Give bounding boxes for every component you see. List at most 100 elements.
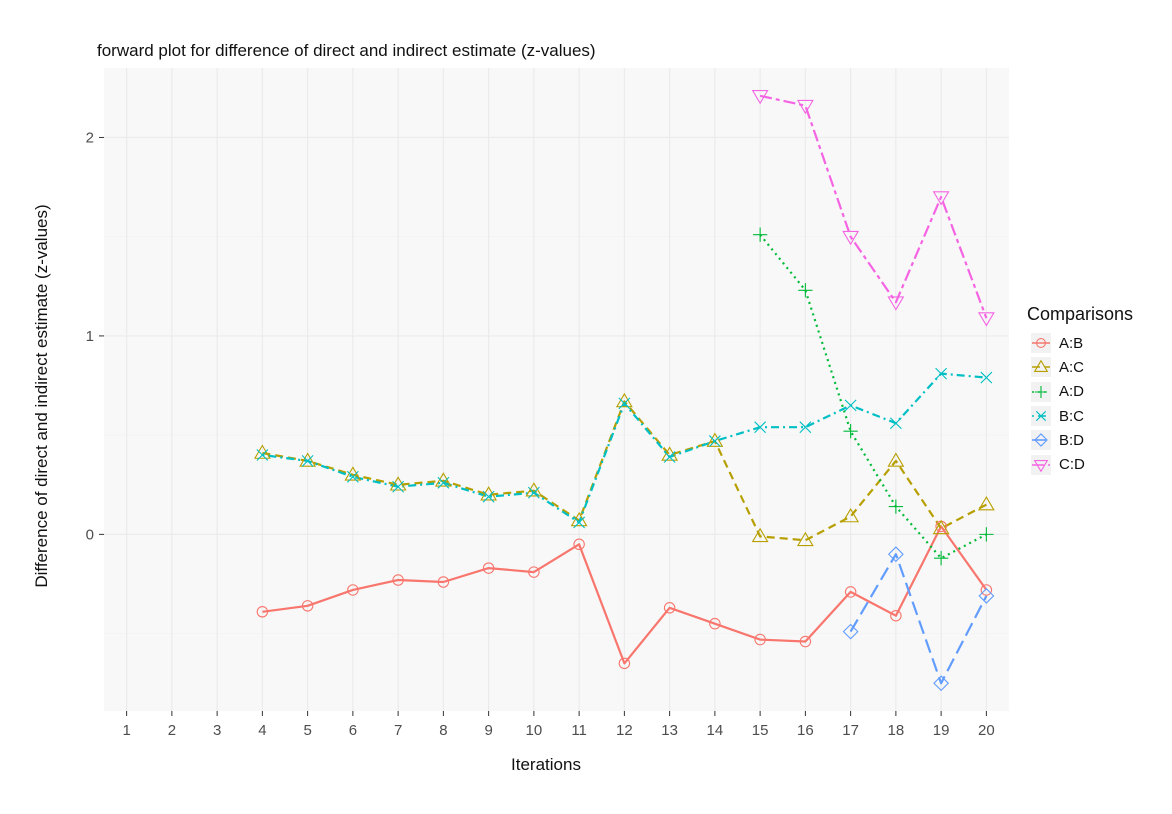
data-point-ab — [392, 574, 404, 586]
data-point-ac — [299, 452, 317, 467]
legend-symbol — [1032, 385, 1050, 398]
y-axis-ticks: 0 1 2 — [86, 129, 104, 543]
data-point-ab — [663, 602, 676, 614]
legend-key — [1031, 357, 1051, 378]
data-point-ab — [482, 562, 495, 574]
data-point-bc — [799, 421, 812, 434]
data-point-bc — [256, 449, 269, 461]
data-point-ac — [977, 496, 995, 511]
x-tick-label: 18 — [888, 722, 905, 739]
data-point-ab — [573, 538, 585, 551]
data-point-cd — [842, 230, 860, 246]
data-point-bc — [754, 421, 767, 434]
data-point-ab — [754, 633, 766, 646]
x-tick-label: 15 — [752, 722, 769, 739]
x-tick-label: 7 — [394, 722, 402, 739]
data-point-ac — [796, 531, 814, 547]
legend-item-ad: A:D — [1027, 380, 1133, 404]
data-point-ab — [799, 635, 812, 648]
legend-item-ac: A:C — [1027, 355, 1133, 379]
legend-symbol — [1032, 410, 1050, 422]
data-point-bc — [527, 486, 540, 499]
chart-title: forward plot for difference of direct an… — [97, 41, 596, 60]
data-point-ab — [844, 586, 857, 598]
data-point-ab — [256, 606, 269, 618]
series-line-ad — [759, 234, 987, 560]
data-point-cd — [751, 90, 769, 105]
x-tick-label: 14 — [707, 722, 724, 739]
data-point-bc — [437, 476, 450, 489]
data-point-ab — [890, 609, 902, 622]
legend-label: A:B — [1059, 334, 1084, 352]
legend-item-ab: A:B — [1027, 331, 1133, 355]
data-point-bd — [978, 587, 995, 604]
data-point-ad — [752, 227, 768, 242]
data-point-ad — [798, 283, 813, 298]
x-tick-label: 13 — [661, 722, 678, 739]
data-point-bc — [618, 397, 631, 410]
x-tick-label: 2 — [168, 722, 176, 739]
legend-symbol — [1032, 459, 1050, 473]
grid-lines — [104, 68, 1009, 711]
y-tick-label: 1 — [86, 328, 94, 345]
data-point-bc — [844, 399, 857, 412]
data-point-ab — [528, 566, 540, 578]
x-tick-label: 5 — [303, 722, 311, 739]
plot-panel — [104, 68, 1009, 711]
data-point-bc — [935, 367, 948, 380]
y-axis-title: Difference of direct and indirect estima… — [32, 204, 51, 587]
legend-marker — [1035, 410, 1047, 422]
legend-key — [1031, 406, 1051, 427]
legend-key — [1031, 454, 1051, 475]
x-axis-ticks: 1 2 3 4 5 6 7 8 9 10 11 12 13 14 15 16 17 18 19 20 — [122, 711, 995, 739]
data-point-ab — [618, 657, 631, 670]
data-point-cd — [887, 296, 905, 311]
data-point-ad — [933, 551, 949, 566]
data-point-bc — [889, 417, 902, 430]
legend-symbol — [1032, 360, 1050, 373]
legend-marker — [1036, 338, 1046, 349]
x-tick-label: 17 — [842, 722, 859, 739]
data-point-ab — [347, 584, 359, 596]
legend-label: A:C — [1059, 358, 1085, 376]
data-point-ac — [706, 432, 724, 447]
data-point-ad — [979, 527, 994, 542]
data-point-bc — [392, 480, 405, 493]
legend-label: A:D — [1059, 383, 1085, 401]
series-line-ab — [262, 525, 988, 665]
x-tick-label: 9 — [484, 722, 492, 739]
legend-key — [1031, 430, 1051, 451]
legend-label: B:C — [1059, 407, 1085, 425]
legend-title: Comparisons — [1027, 304, 1134, 324]
legend-item-bd: B:D — [1027, 428, 1133, 452]
x-tick-label: 1 — [122, 722, 130, 739]
data-point-ac — [887, 452, 905, 467]
legend-label: C:D — [1059, 456, 1085, 474]
x-tick-label: 10 — [526, 722, 543, 739]
x-tick-label: 20 — [978, 722, 995, 739]
y-tick-label: 2 — [86, 129, 94, 146]
data-point-ac — [842, 507, 860, 523]
legend-item-bc: B:C — [1027, 404, 1133, 428]
legend: Comparisons A:B A:C A:D B:C B:D C:D — [1027, 304, 1133, 477]
data-point-ab — [301, 600, 314, 612]
x-tick-label: 4 — [258, 722, 266, 739]
data-point-bd — [887, 546, 904, 563]
data-point-bc — [663, 451, 676, 463]
data-point-ab — [437, 576, 450, 588]
data-point-ab — [709, 617, 721, 630]
series-markers — [253, 90, 995, 692]
x-tick-label: 3 — [213, 722, 221, 739]
legend-marker — [1034, 385, 1048, 398]
x-tick-label: 19 — [933, 722, 950, 739]
data-point-cd — [796, 99, 814, 115]
x-axis-title: Iterations — [511, 755, 581, 774]
data-point-bd — [933, 675, 950, 692]
data-point-bc — [708, 435, 721, 448]
data-point-bc — [980, 371, 993, 384]
legend-key — [1031, 333, 1051, 354]
legend-marker — [1033, 459, 1049, 473]
x-tick-label: 11 — [571, 722, 587, 739]
data-point-ac — [932, 519, 950, 535]
